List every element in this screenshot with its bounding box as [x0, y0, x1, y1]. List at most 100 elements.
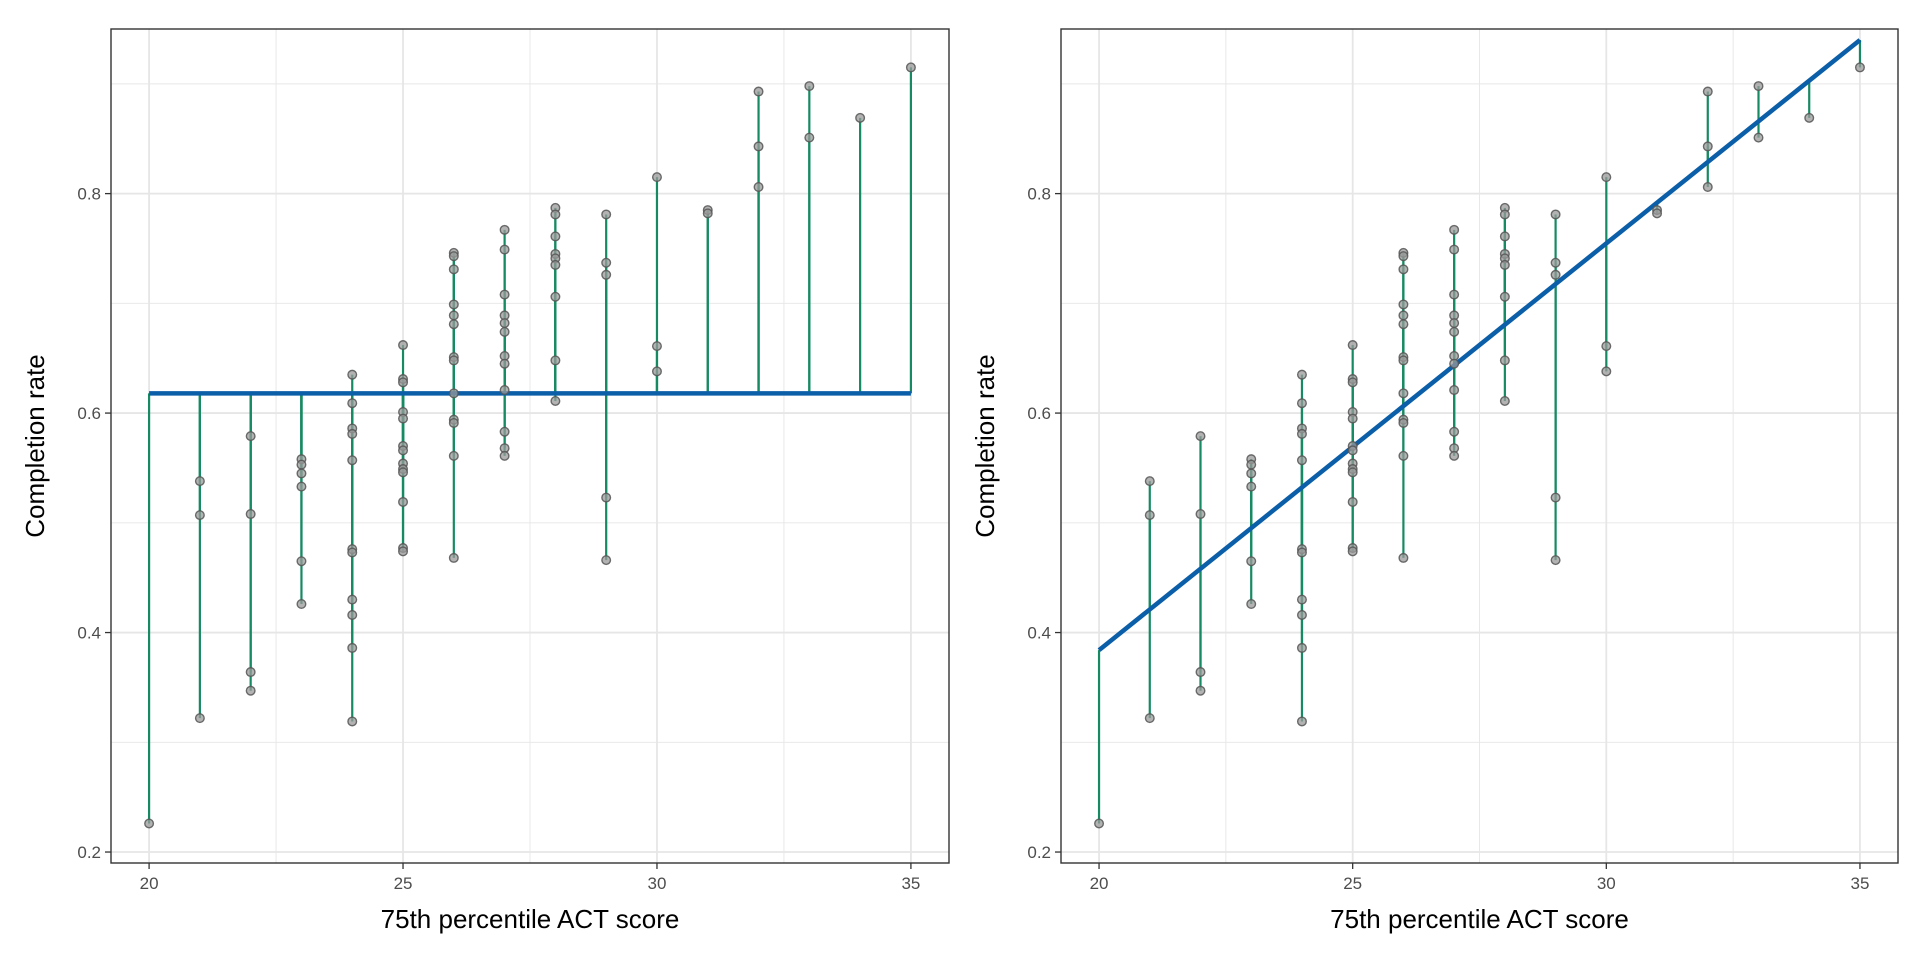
y-tick-label: 0.6 — [1027, 404, 1051, 423]
data-point — [1398, 417, 1409, 428]
y-tick-label: 0.2 — [1027, 843, 1051, 862]
data-point — [1144, 713, 1155, 724]
y-axis-title: Completion rate — [20, 354, 50, 538]
data-point — [1601, 366, 1612, 377]
data-point — [1347, 496, 1358, 507]
data-point — [1449, 289, 1460, 300]
data-point — [296, 599, 307, 610]
data-point — [1246, 556, 1257, 567]
data-point — [499, 318, 510, 329]
data-point — [1195, 685, 1206, 696]
data-point — [1601, 172, 1612, 183]
data-point — [448, 310, 459, 321]
data-point — [1398, 450, 1409, 461]
data-point — [1449, 358, 1460, 369]
data-point — [1804, 112, 1815, 123]
data-point — [1094, 818, 1105, 829]
data-point — [1449, 326, 1460, 337]
data-point — [499, 224, 510, 235]
y-tick-label: 0.4 — [77, 624, 101, 643]
data-point — [448, 299, 459, 310]
data-point — [245, 667, 256, 678]
data-point — [1601, 341, 1612, 352]
x-tick-label: 25 — [1343, 874, 1362, 893]
data-point — [347, 398, 358, 409]
data-point — [1753, 132, 1764, 143]
data-point — [398, 377, 409, 388]
data-point — [601, 269, 612, 280]
data-point — [448, 251, 459, 262]
data-point — [550, 355, 561, 366]
data-point — [499, 358, 510, 369]
data-point — [1347, 546, 1358, 557]
data-point — [1347, 377, 1358, 388]
data-point — [1296, 455, 1307, 466]
data-point — [499, 289, 510, 300]
data-point — [1296, 369, 1307, 380]
data-point — [398, 467, 409, 478]
data-point — [1347, 467, 1358, 478]
data-point — [1296, 398, 1307, 409]
data-point — [194, 510, 205, 521]
data-point — [245, 431, 256, 442]
panel-border — [1060, 28, 1899, 864]
data-point — [1499, 209, 1510, 220]
data-point — [1499, 291, 1510, 302]
data-point — [448, 417, 459, 428]
data-point — [550, 291, 561, 302]
data-point — [651, 366, 662, 377]
data-point — [1652, 208, 1663, 219]
x-tick-label: 20 — [140, 874, 159, 893]
data-point — [1296, 428, 1307, 439]
data-point — [1550, 209, 1561, 220]
data-point — [753, 182, 764, 193]
data-point — [1449, 426, 1460, 437]
data-point — [347, 716, 358, 727]
right-panel-linear-model: 20 25 30 35 0.2 0.4 0.6 0.8 75th percentile ACT … — [970, 28, 1899, 934]
data-point — [855, 112, 866, 123]
data-point — [1398, 552, 1409, 563]
data-point — [804, 132, 815, 143]
data-point — [753, 86, 764, 97]
data-point — [1246, 459, 1257, 470]
data-point — [1398, 310, 1409, 321]
data-point — [1449, 318, 1460, 329]
data-point — [499, 244, 510, 255]
data-point — [1702, 182, 1713, 193]
data-point — [1398, 319, 1409, 330]
y-tick-label: 0.2 — [77, 843, 101, 862]
data-point — [1398, 355, 1409, 366]
data-point — [1702, 86, 1713, 97]
data-point — [1144, 510, 1155, 521]
x-axis-title: 75th percentile ACT score — [1330, 904, 1629, 934]
data-point — [651, 172, 662, 183]
data-point — [1296, 547, 1307, 558]
y-tick-label: 0.8 — [77, 185, 101, 204]
data-point — [1550, 269, 1561, 280]
data-point — [1195, 667, 1206, 678]
data-point — [296, 556, 307, 567]
data-point — [1499, 355, 1510, 366]
data-point — [1550, 257, 1561, 268]
data-point — [1144, 476, 1155, 487]
data-point — [448, 355, 459, 366]
y-tick-label: 0.8 — [1027, 185, 1051, 204]
data-point — [1499, 259, 1510, 270]
y-tick-label: 0.4 — [1027, 624, 1051, 643]
data-point — [1449, 224, 1460, 235]
data-point — [702, 208, 713, 219]
data-point — [651, 341, 662, 352]
data-point — [1398, 299, 1409, 310]
data-point — [601, 492, 612, 503]
data-point — [1246, 481, 1257, 492]
data-point — [347, 594, 358, 605]
y-axis-title: Completion rate — [970, 354, 1000, 538]
data-point — [398, 546, 409, 557]
data-point — [398, 340, 409, 351]
y-tick-label: 0.6 — [77, 404, 101, 423]
data-point — [1296, 609, 1307, 620]
data-point — [1854, 62, 1865, 73]
left-panel-intercept-only-model: 20 25 30 35 0.2 0.4 0.6 0.8 75th percentile ACT … — [20, 28, 950, 934]
data-point — [398, 413, 409, 424]
